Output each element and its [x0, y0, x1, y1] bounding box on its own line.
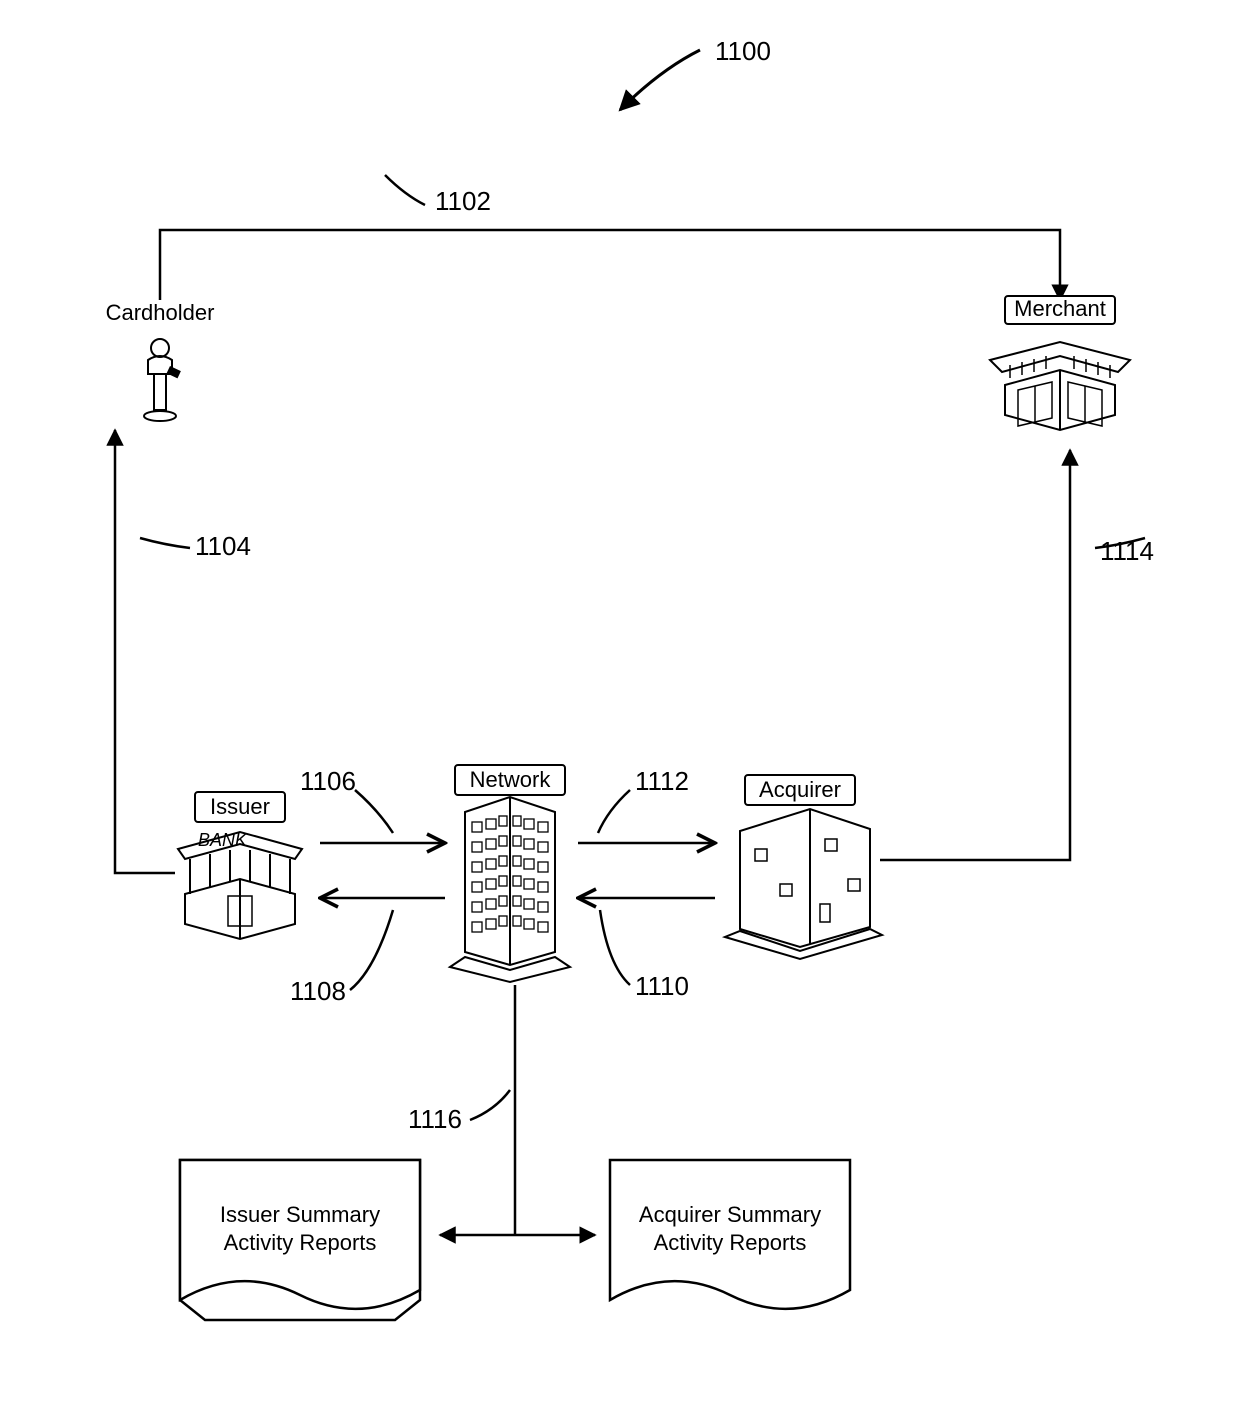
label-1100: 1100	[715, 36, 771, 66]
acquirer-report-line1: Acquirer Summary	[639, 1202, 821, 1227]
label-1108: 1108	[290, 976, 346, 1006]
edge-1114: 1114	[880, 450, 1154, 860]
issuer-report-line1: Issuer Summary	[220, 1202, 380, 1227]
cardholder-label: Cardholder	[106, 300, 215, 325]
issuer-icon: BANK	[178, 830, 302, 939]
issuer-label: Issuer	[210, 794, 270, 819]
acquirer-report-node: Acquirer Summary Activity Reports	[610, 1160, 850, 1309]
edge-1106: 1106	[300, 766, 445, 843]
edge-1102: 1102	[160, 175, 1060, 300]
merchant-icon	[990, 342, 1130, 430]
issuer-sublabel: BANK	[198, 830, 248, 850]
network-icon	[450, 797, 570, 982]
cardholder-icon	[144, 339, 181, 421]
figure-ref-1100: 1100	[620, 36, 771, 110]
label-1102: 1102	[435, 186, 491, 216]
acquirer-node: Acquirer	[725, 775, 882, 959]
label-1106: 1106	[300, 766, 356, 796]
issuer-report-node: Issuer Summary Activity Reports	[180, 1160, 420, 1320]
label-1112: 1112	[635, 766, 689, 796]
merchant-node: Merchant	[990, 296, 1130, 430]
edge-1110: 1110	[578, 898, 715, 1001]
edge-1108: 1108	[290, 898, 445, 1006]
acquirer-icon	[725, 809, 882, 959]
network-label: Network	[470, 767, 552, 792]
issuer-report-line2: Activity Reports	[224, 1230, 377, 1255]
cardholder-node: Cardholder	[106, 300, 215, 421]
label-1114: 1114	[1100, 536, 1154, 566]
label-1104: 1104	[195, 531, 251, 561]
diagram-canvas: 1100 1102 Cardholder Merchant	[0, 0, 1240, 1425]
edge-1112: 1112	[578, 766, 715, 843]
label-1116: 1116	[408, 1104, 462, 1134]
edge-1116: 1116	[408, 985, 595, 1235]
acquirer-label: Acquirer	[759, 777, 841, 802]
issuer-node: Issuer BANK	[178, 792, 302, 939]
label-1110: 1110	[635, 971, 689, 1001]
acquirer-report-line2: Activity Reports	[654, 1230, 807, 1255]
merchant-label: Merchant	[1014, 296, 1106, 321]
network-node: Network	[450, 765, 570, 982]
